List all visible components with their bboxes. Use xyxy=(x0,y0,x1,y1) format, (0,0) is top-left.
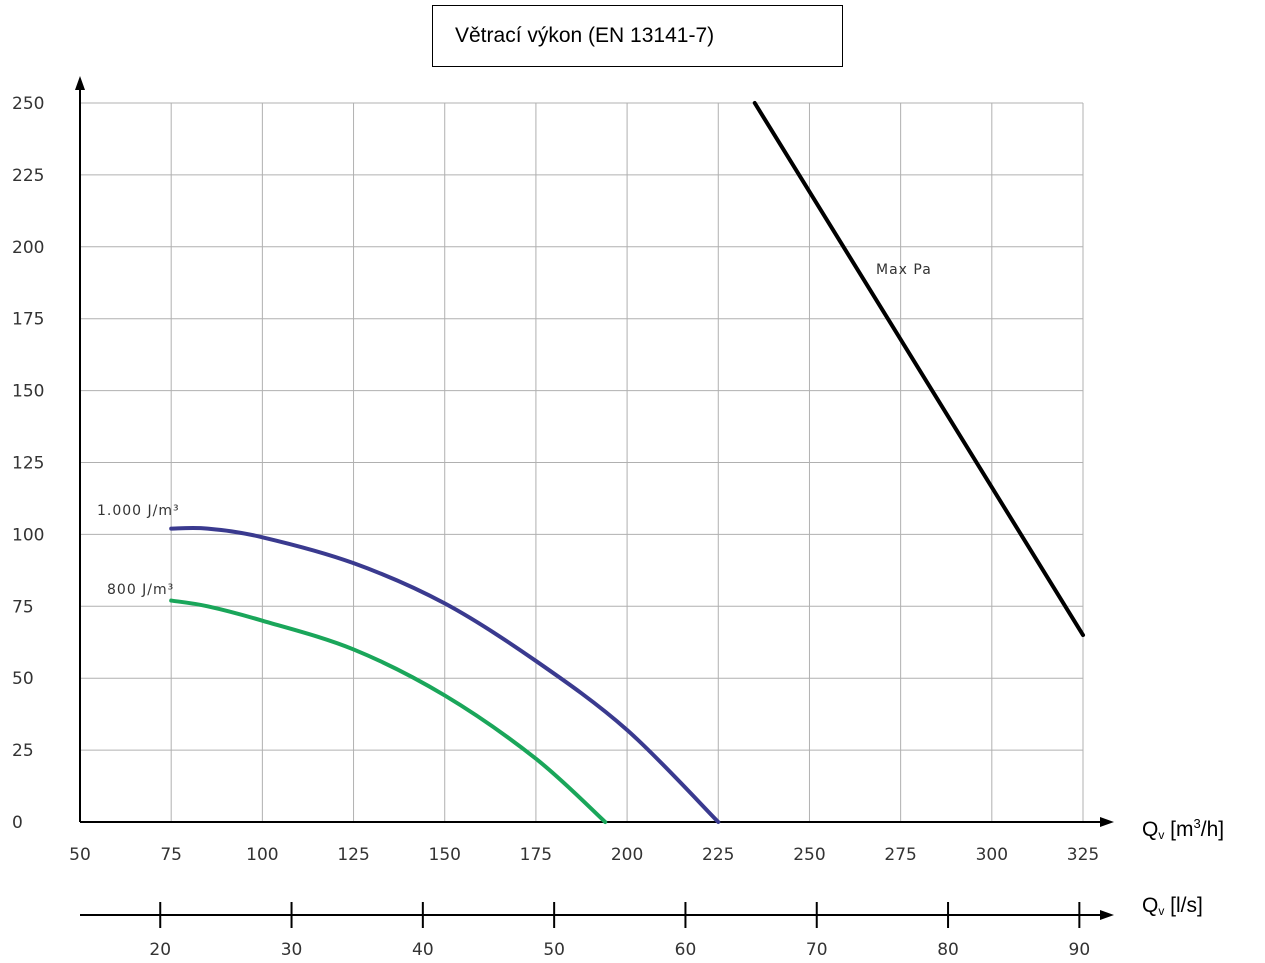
y-tick-label: 200 xyxy=(12,238,44,258)
series-line-1-000-j-m xyxy=(169,526,721,824)
y-tick-label: 150 xyxy=(12,382,44,402)
x-axis-arrow xyxy=(1100,817,1114,827)
x2-tick-label: 90 xyxy=(1069,940,1091,960)
x2-axis-title: Qv [l/s] xyxy=(1142,894,1203,918)
y-tick-label: 75 xyxy=(12,597,34,617)
x-tick-label: 50 xyxy=(69,845,91,865)
x-tick-label: 125 xyxy=(337,845,369,865)
y-tick-label: 125 xyxy=(12,454,44,474)
y-axis-arrow xyxy=(75,76,85,90)
x-tick-label: 200 xyxy=(611,845,643,865)
labels: 0 25 50 75 100 125 150 175 200 225 250 50 75 100 125 15… xyxy=(12,94,1224,960)
x-tick-label: 75 xyxy=(160,845,182,865)
x-axis-title: Qv [m3/h] xyxy=(1142,816,1224,842)
y-tick-label: 225 xyxy=(12,166,44,186)
x-tick-label: 300 xyxy=(976,845,1008,865)
y-tick-label: 250 xyxy=(12,94,44,114)
axes xyxy=(75,76,1114,928)
series-line-800-j-m xyxy=(169,598,608,824)
x-tick-label: 325 xyxy=(1067,845,1099,865)
chart-title: Větrací výkon (EN 13141-7) xyxy=(432,5,843,67)
y-tick-label: 50 xyxy=(12,669,34,689)
series-line-max-pa xyxy=(752,101,1085,638)
x2-tick-label: 70 xyxy=(806,940,828,960)
x2-tick-label: 30 xyxy=(281,940,303,960)
series-label: 1.000 J/m³ xyxy=(97,503,180,519)
x2-tick-label: 40 xyxy=(412,940,434,960)
x2-axis-arrow xyxy=(1100,910,1114,920)
x-tick-label: 225 xyxy=(702,845,734,865)
x2-tick-label: 50 xyxy=(543,940,565,960)
x2-tick-label: 80 xyxy=(937,940,959,960)
y-tick-label: 0 xyxy=(12,813,23,833)
y-tick-label: 25 xyxy=(12,741,34,761)
grid xyxy=(80,102,1084,822)
series-lines xyxy=(169,101,1085,824)
x-tick-label: 275 xyxy=(884,845,916,865)
x2-tick-label: 20 xyxy=(149,940,171,960)
x-tick-label: 175 xyxy=(520,845,552,865)
x-tick-label: 100 xyxy=(246,845,278,865)
y-tick-label: 100 xyxy=(12,525,44,545)
x-tick-label: 150 xyxy=(429,845,461,865)
series-label: Max Pa xyxy=(876,262,932,278)
y-tick-label: 175 xyxy=(12,310,44,330)
x-tick-label: 250 xyxy=(793,845,825,865)
series-label: 800 J/m³ xyxy=(107,582,174,598)
x2-tick-label: 60 xyxy=(675,940,697,960)
